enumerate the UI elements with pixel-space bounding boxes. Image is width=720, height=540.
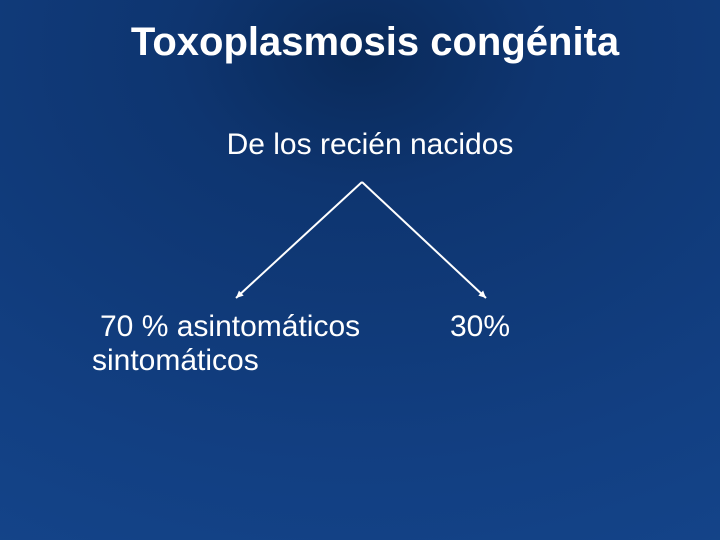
branch-left-label: 70 % asintomáticos sintomáticos [100,310,420,378]
slide: Toxoplasmosis congénita De los recién na… [0,0,720,540]
slide-subtitle: De los recién nacidos [190,128,550,162]
branch-right-label: 30% [450,310,570,344]
branch-left-line2: sintomáticos [92,344,420,378]
branch-left-line1: 70 % asintomáticos [100,310,420,344]
arrow-left-head [236,291,244,298]
branch-arrows [0,0,720,540]
slide-title: Toxoplasmosis congénita [105,20,645,65]
arrow-right-head [478,291,486,298]
arrow-left [236,182,362,298]
arrow-right [362,182,486,298]
